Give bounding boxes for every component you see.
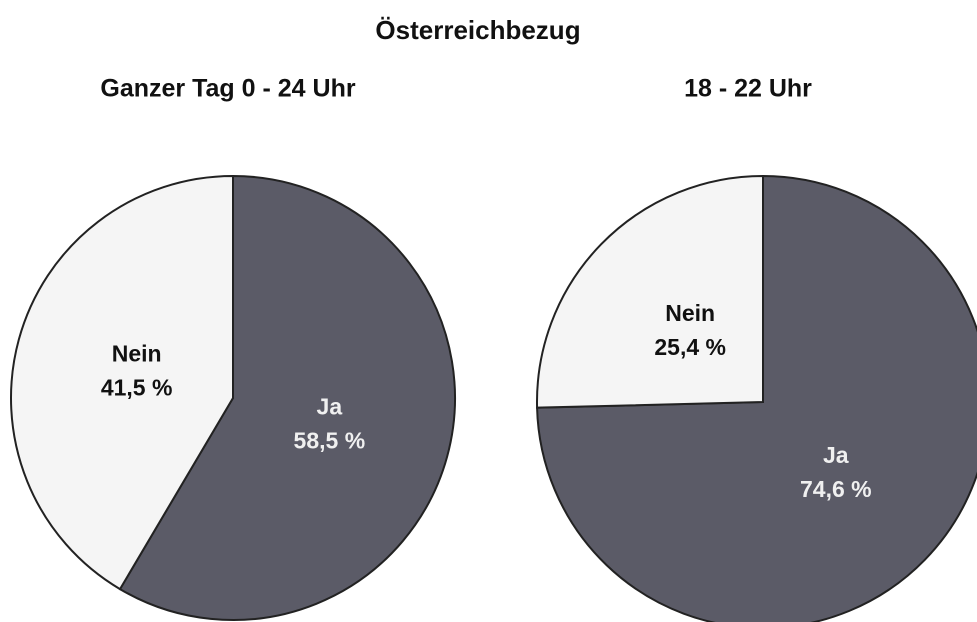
pie-slice (118, 174, 456, 621)
slice-value-label: 58,5 % (294, 427, 366, 453)
slice-label: Nein (665, 300, 715, 326)
pie-slice (10, 174, 234, 591)
pie-slice (536, 174, 977, 622)
chart-title: Ganzer Tag 0 - 24 Uhr (100, 75, 355, 103)
page-title: Österreichbezug (375, 15, 580, 45)
chart-title: 18 - 22 Uhr (684, 75, 812, 103)
slice-label: Nein (112, 341, 162, 367)
slice-label: Ja (317, 393, 343, 419)
slice-value-label: 25,4 % (654, 334, 726, 360)
slice-label: Ja (823, 442, 849, 468)
slice-value-label: 74,6 % (800, 476, 872, 502)
pie-slice (536, 174, 764, 409)
slice-value-label: 41,5 % (101, 375, 173, 401)
